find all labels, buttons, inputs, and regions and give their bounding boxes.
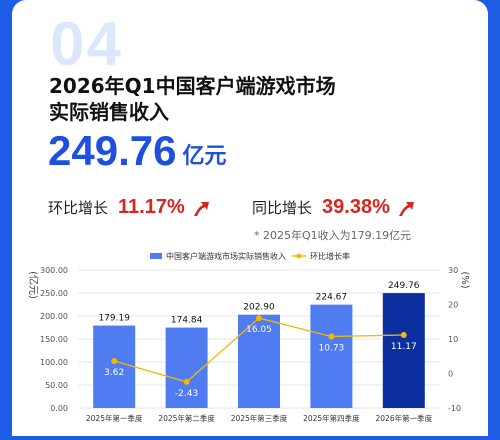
- bar: [310, 304, 353, 408]
- left-tick-label: 250.00: [40, 289, 68, 298]
- bar-value-label: 224.67: [316, 293, 348, 303]
- title-line-1: 2026年Q1中国客户端游戏市场: [49, 74, 336, 98]
- legend-line-label: 环比增长率: [310, 251, 350, 261]
- category-label: 2026年第一季度: [376, 413, 433, 423]
- bar: [93, 325, 136, 408]
- right-tick-label: 10: [448, 335, 458, 344]
- growth-point: [256, 315, 262, 322]
- growth-value-label: 3.62: [104, 368, 124, 378]
- category-label: 2025年第四季度: [303, 413, 360, 423]
- left-tick-label: 100.00: [40, 358, 68, 367]
- category-label: 2025年第二季度: [158, 413, 215, 423]
- growth-point: [400, 331, 407, 338]
- growth-value-label: -2.43: [175, 389, 198, 399]
- yoy-label: 同比增长: [252, 199, 313, 217]
- category-label: 2025年第一季度: [86, 413, 143, 423]
- title-line-2: 实际销售收入: [49, 100, 169, 124]
- bottom-edge: [0, 436, 500, 440]
- qoq-growth: 环比增长 11.17%: [48, 196, 211, 219]
- up-arrow-icon: [193, 201, 209, 216]
- headline-value: 249.76: [48, 127, 177, 174]
- left-axis-title: (亿元): [27, 271, 40, 299]
- right-axis-title: (%): [459, 271, 470, 288]
- up-arrow-icon: [398, 201, 414, 216]
- growth-point: [111, 358, 118, 365]
- growth-value-label: 10.73: [319, 343, 345, 353]
- growth-point: [328, 333, 335, 340]
- left-tick-label: 50.00: [45, 381, 68, 390]
- bar-value-label: 202.90: [243, 303, 275, 313]
- headline-unit: 亿元: [182, 144, 227, 169]
- footnote: * 2025年Q1收入为179.19亿元: [254, 229, 412, 242]
- category-label: 2025年第三季度: [231, 413, 288, 423]
- bar-value-label: 249.76: [388, 281, 420, 291]
- growth-point: [183, 378, 190, 385]
- right-tick-label: 0: [448, 370, 453, 379]
- bar: [382, 293, 425, 408]
- qoq-value: 11.17%: [118, 196, 185, 218]
- headline-row: 249.76 亿元: [48, 130, 226, 172]
- legend-bar-label: 中国客户端游戏市场实际销售收入: [166, 251, 286, 261]
- bar-value-label: 179.19: [98, 314, 130, 324]
- bar-value-label: 174.84: [171, 316, 203, 326]
- left-tick-label: 300.00: [40, 266, 68, 275]
- section-number: 04: [50, 10, 123, 79]
- bar: [165, 327, 208, 408]
- growth-value-label: 11.17: [391, 342, 417, 352]
- left-tick-label: 150.00: [40, 335, 68, 344]
- yoy-growth: 同比增长 39.38%: [252, 196, 416, 219]
- legend-bar-swatch: [150, 253, 162, 259]
- qoq-label: 环比增长: [48, 199, 109, 217]
- growth-value-label: 16.05: [246, 325, 272, 335]
- legend-line-marker: [296, 253, 302, 259]
- left-tick-label: 0.00: [50, 404, 68, 413]
- right-tick-label: -10: [448, 404, 461, 413]
- right-tick-label: 20: [448, 301, 458, 310]
- left-tick-label: 200.00: [40, 312, 68, 321]
- yoy-value: 39.38%: [322, 196, 390, 218]
- right-tick-label: 30: [448, 266, 458, 275]
